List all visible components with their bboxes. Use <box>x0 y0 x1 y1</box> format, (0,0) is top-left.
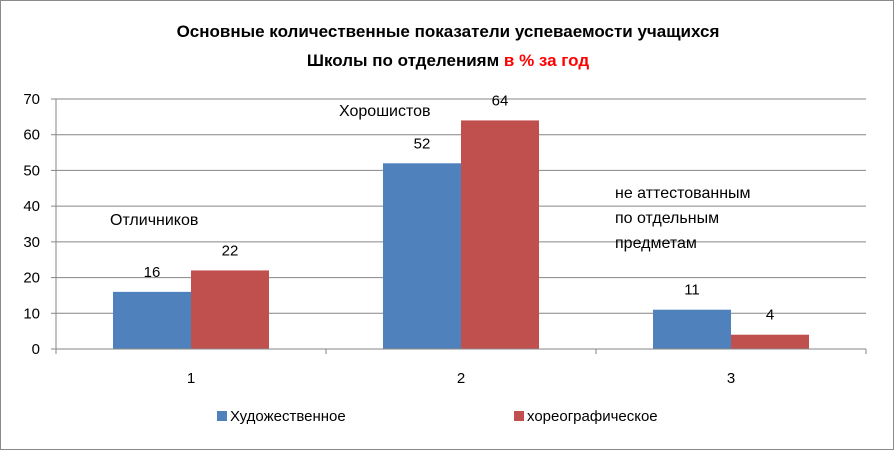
legend-swatch <box>514 411 524 421</box>
x-axis: 1 2 3 <box>55 348 867 387</box>
annotation-text: не аттестованным <box>615 185 751 202</box>
data-label: 11 <box>684 282 700 299</box>
chart-title-line2-red: в % за год <box>504 51 589 70</box>
annotation-text: по отдельным <box>615 210 719 227</box>
x-tick-label: 3 <box>727 370 735 387</box>
y-tick-label: 40 <box>23 198 40 215</box>
legend-swatch <box>217 411 227 421</box>
data-label: 22 <box>222 242 239 259</box>
chart-title-line2: Школы по отделениям в % за год <box>307 51 589 70</box>
x-tick-label: 2 <box>457 370 465 387</box>
y-tick-label: 10 <box>23 305 40 322</box>
legend-label: хореографическое <box>527 408 658 425</box>
data-label: 4 <box>766 307 774 324</box>
bars: 16 22 52 64 11 4 <box>113 92 809 349</box>
data-label: 52 <box>414 135 431 152</box>
legend-label: Художественное <box>230 408 346 425</box>
annotation-text: Отличников <box>110 212 198 229</box>
bar <box>653 309 731 349</box>
data-label: 64 <box>492 92 509 109</box>
chart-title-line2-black: Школы по отделениям <box>307 51 499 70</box>
y-axis: 0 10 20 30 40 50 60 70 <box>23 91 57 358</box>
y-tick-label: 70 <box>23 91 40 108</box>
x-tick-label: 1 <box>187 370 195 387</box>
y-tick-label: 50 <box>23 162 40 179</box>
bar <box>731 334 809 349</box>
annotation-text: Хорошистов <box>339 103 431 120</box>
legend: Художественное хореографическое <box>217 408 658 425</box>
y-tick-label: 30 <box>23 234 40 251</box>
bar <box>461 120 539 349</box>
y-tick-label: 60 <box>23 127 40 144</box>
data-label: 16 <box>144 264 161 281</box>
annotations: Отличников Хорошистов не аттестованным по о… <box>110 103 751 252</box>
y-tick-label: 0 <box>32 341 40 358</box>
bar <box>191 270 269 349</box>
bar <box>113 291 191 349</box>
bar <box>383 163 461 349</box>
chart-title-line1: Основные количественные показатели успев… <box>177 22 720 41</box>
y-tick-label: 20 <box>23 270 40 287</box>
annotation-text: предметам <box>615 235 697 252</box>
